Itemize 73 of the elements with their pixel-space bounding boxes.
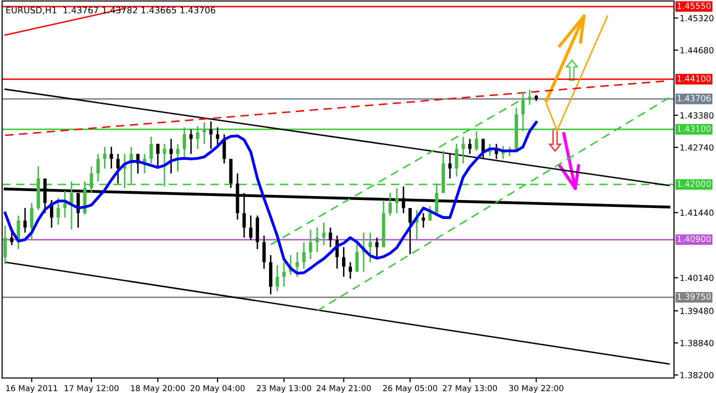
candlestick xyxy=(196,126,200,150)
x-tick-label: 20 May 04:00 xyxy=(190,385,245,393)
x-tick-label: 16 May 2011 xyxy=(6,385,58,393)
x-tick-label: 23 May 13:00 xyxy=(256,385,312,393)
candlestick xyxy=(435,182,438,214)
x-tick-label: 18 May 20:00 xyxy=(131,385,185,393)
candlestick xyxy=(209,120,213,150)
y-tick-label: 1.44680 xyxy=(680,47,714,54)
candlestick xyxy=(282,262,286,288)
candlestick xyxy=(388,192,392,216)
candlestick xyxy=(342,246,346,278)
x-tick-label: 24 May 21:00 xyxy=(316,385,371,393)
ref-line-label: 1.40900 xyxy=(678,236,711,242)
candlestick xyxy=(56,197,60,226)
candlestick xyxy=(276,264,279,292)
x-tick-label: 17 May 12:00 xyxy=(64,385,119,393)
ref-line-label: 1.45550 xyxy=(678,2,711,9)
candlestick xyxy=(202,122,206,145)
candlestick xyxy=(262,234,266,270)
candlestick xyxy=(454,143,458,178)
y-tick-label: 1.41440 xyxy=(680,210,714,216)
candlestick xyxy=(169,138,173,174)
candlestick xyxy=(422,212,426,228)
candlestick xyxy=(316,226,319,253)
candlestick xyxy=(448,153,452,180)
candlestick xyxy=(462,136,465,164)
candlestick xyxy=(162,143,166,188)
candlestick xyxy=(521,91,525,132)
candlestick xyxy=(189,128,193,155)
candlestick xyxy=(322,222,326,246)
candlestick xyxy=(528,89,532,106)
candlestick xyxy=(296,251,299,278)
ref-line-label: 1.42000 xyxy=(678,180,711,187)
y-tick-label: 1.43380 xyxy=(680,112,714,119)
candlestick xyxy=(474,130,478,152)
candlestick xyxy=(216,126,220,147)
candlestick xyxy=(249,214,252,241)
ref-line-label: 1.43100 xyxy=(678,125,711,132)
line-series xyxy=(4,120,538,275)
y-tick-label: 1.40140 xyxy=(680,274,714,282)
candlestick xyxy=(103,146,106,170)
candlestick xyxy=(3,224,7,265)
candlestick xyxy=(110,146,114,170)
y-tick-label: 1.39480 xyxy=(680,308,714,314)
candlestick xyxy=(63,190,67,218)
candlestick xyxy=(368,232,372,263)
candlestick xyxy=(96,153,100,182)
candlestick xyxy=(222,134,226,164)
candlestick xyxy=(302,241,306,270)
ref-line-label: 1.39750 xyxy=(678,293,711,300)
y-tick-label: 1.38200 xyxy=(680,372,714,378)
ref-line-label: 1.44100 xyxy=(678,75,711,82)
candlestick xyxy=(468,138,472,155)
candlestick xyxy=(176,143,180,172)
y-tick-label: 1.42740 xyxy=(680,144,714,151)
candlestick xyxy=(395,187,398,214)
candlestick xyxy=(90,166,94,194)
candlestick xyxy=(348,262,352,280)
y-tick-label: 1.38840 xyxy=(680,340,714,346)
candlestick xyxy=(355,241,359,272)
y-tick-label: 1.45320 xyxy=(680,15,714,22)
candlestick xyxy=(30,202,34,240)
candlestick xyxy=(150,136,153,164)
candlestick xyxy=(408,207,412,255)
candlestick xyxy=(308,228,312,260)
candlestick xyxy=(328,226,332,248)
candlestick xyxy=(23,207,27,234)
candlestick xyxy=(375,236,379,258)
x-tick-label: 27 May 13:00 xyxy=(442,385,497,393)
ref-line-label: 1.43706 xyxy=(678,95,711,102)
x-tick-label: 26 May 05:00 xyxy=(383,385,438,393)
candlestick xyxy=(182,126,186,158)
x-tick-label: 30 May 22:00 xyxy=(509,385,564,393)
